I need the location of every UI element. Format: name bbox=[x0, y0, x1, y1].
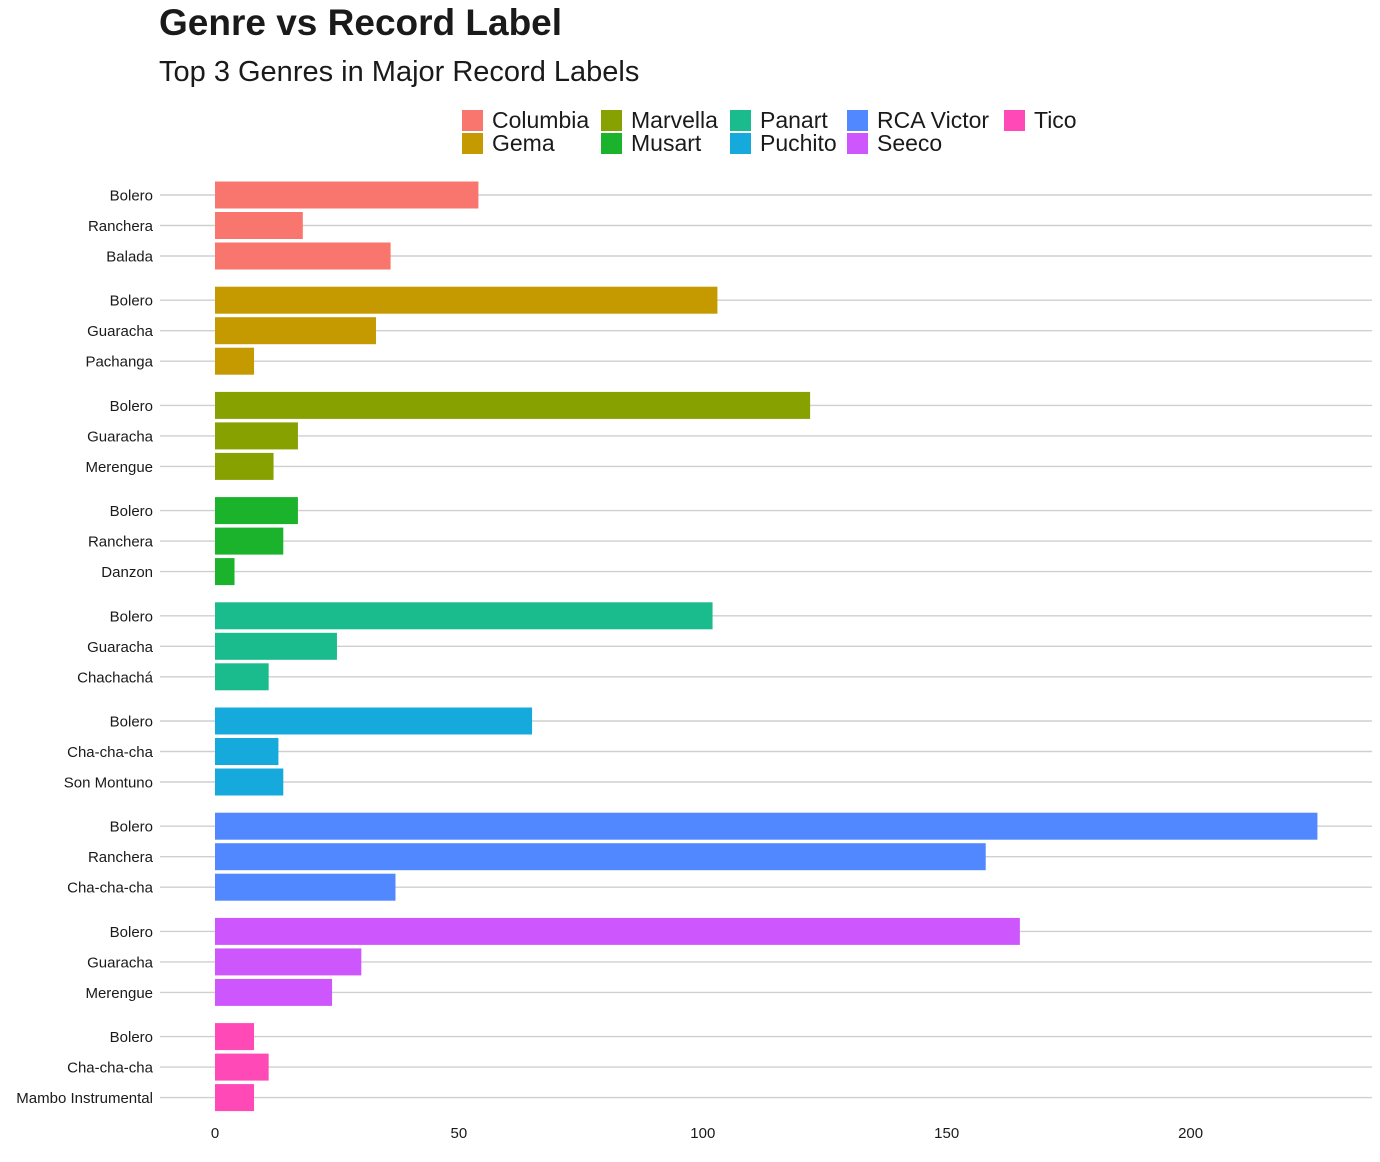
bar bbox=[215, 873, 396, 901]
bar bbox=[215, 978, 333, 1006]
bar bbox=[215, 768, 284, 796]
y-tick-label: Bolero bbox=[110, 188, 153, 205]
bar bbox=[215, 663, 269, 691]
y-tick-label: Guaracha bbox=[87, 954, 154, 971]
bar bbox=[215, 452, 274, 480]
x-tick-label: 150 bbox=[934, 1125, 959, 1142]
y-tick-label: Balada bbox=[106, 249, 153, 266]
bar bbox=[215, 286, 718, 314]
bar bbox=[215, 1053, 269, 1081]
y-tick-label: Mambo Instrumental bbox=[16, 1090, 153, 1107]
x-tick-label: 0 bbox=[211, 1125, 219, 1142]
bar bbox=[215, 181, 479, 209]
y-tick-label: Pachanga bbox=[85, 354, 153, 371]
y-tick-label: Cha-cha-cha bbox=[67, 744, 154, 761]
y-tick-label: Bolero bbox=[110, 1029, 153, 1046]
bar bbox=[215, 707, 533, 735]
bar bbox=[215, 738, 279, 765]
y-tick-label: Merengue bbox=[85, 985, 153, 1002]
y-tick-label: Bolero bbox=[110, 819, 153, 836]
bar bbox=[215, 812, 1318, 840]
bar bbox=[215, 527, 284, 555]
y-tick-label: Cha-cha-cha bbox=[67, 1060, 154, 1077]
y-tick-label: Bolero bbox=[110, 503, 153, 520]
y-tick-label: Chachachá bbox=[77, 669, 154, 686]
bar bbox=[215, 1084, 255, 1112]
chart-subtitle: Top 3 Genres in Major Record Labels bbox=[159, 56, 640, 88]
bar bbox=[215, 347, 255, 375]
bar bbox=[215, 1023, 255, 1051]
y-tick-label: Bolero bbox=[110, 398, 153, 415]
bar bbox=[215, 422, 298, 450]
y-tick-label: Bolero bbox=[110, 293, 153, 310]
bar bbox=[215, 843, 986, 871]
bar bbox=[215, 497, 298, 525]
y-tick-label: Cha-cha-cha bbox=[67, 880, 154, 897]
bar bbox=[215, 317, 376, 345]
y-tick-label: Ranchera bbox=[88, 218, 154, 235]
x-tick-label: 200 bbox=[1178, 1125, 1203, 1142]
chart-title: Genre vs Record Label bbox=[159, 2, 563, 43]
y-tick-label: Bolero bbox=[110, 714, 153, 731]
y-tick-label: Guaracha bbox=[87, 428, 154, 445]
y-tick-label: Guaracha bbox=[87, 323, 154, 340]
y-tick-label: Merengue bbox=[85, 459, 153, 476]
bar bbox=[215, 917, 1020, 945]
x-tick-label: 100 bbox=[690, 1125, 715, 1142]
bar bbox=[215, 602, 713, 630]
y-tick-label: Bolero bbox=[110, 924, 153, 941]
bar bbox=[215, 242, 391, 270]
bar bbox=[215, 212, 303, 239]
bar bbox=[215, 948, 362, 976]
y-tick-label: Bolero bbox=[110, 608, 153, 625]
x-tick-label: 50 bbox=[451, 1125, 468, 1142]
bar bbox=[215, 558, 235, 586]
bar bbox=[215, 632, 337, 660]
y-tick-label: Danzon bbox=[101, 564, 153, 581]
y-tick-label: Ranchera bbox=[88, 534, 154, 551]
y-tick-label: Guaracha bbox=[87, 639, 154, 656]
y-tick-label: Son Montuno bbox=[64, 775, 153, 792]
y-tick-label: Ranchera bbox=[88, 849, 154, 866]
bar bbox=[215, 391, 811, 419]
